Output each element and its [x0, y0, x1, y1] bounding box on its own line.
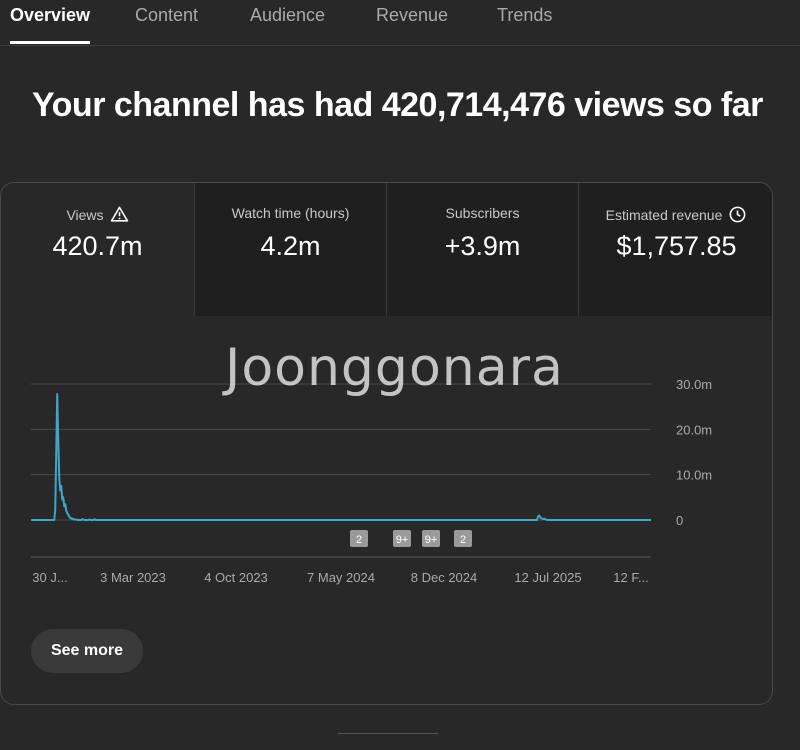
metric-label-views: Views	[66, 206, 104, 223]
warning-icon[interactable]	[110, 205, 129, 224]
event-marker-label: 9+	[396, 534, 409, 546]
event-marker-label: 2	[356, 534, 362, 546]
tab-overview[interactable]: Overview	[10, 6, 91, 44]
clock-icon[interactable]	[728, 205, 747, 224]
divider	[338, 733, 438, 734]
metric-label-revenue: Estimated revenue	[605, 206, 723, 223]
x-tick-label: 12 Jul 2025	[514, 570, 581, 585]
x-tick-label: 8 Dec 2024	[411, 570, 478, 585]
y-tick-label: 20.0m	[676, 422, 712, 437]
y-tick-label: 30.0m	[676, 377, 712, 392]
event-marker-label: 9+	[425, 534, 438, 546]
metric-label-watch-time: Watch time (hours)	[231, 205, 350, 221]
x-tick-label: 7 May 2024	[307, 570, 375, 585]
y-tick-label: 10.0m	[676, 468, 712, 483]
metric-revenue[interactable]: Estimated revenue $1,757.85	[579, 183, 772, 316]
event-marker	[350, 530, 368, 547]
metric-label-subscribers: Subscribers	[445, 205, 520, 221]
metric-value-subscribers: +3.9m	[444, 231, 521, 261]
divider	[386, 183, 387, 316]
metric-value-watch-time: 4.2m	[260, 231, 321, 261]
x-tick-label: 30 J...	[32, 570, 67, 585]
event-marker	[422, 530, 440, 547]
event-marker-label: 2	[460, 534, 466, 546]
tab-revenue[interactable]: Revenue	[376, 5, 449, 25]
event-marker	[393, 530, 411, 547]
views-series-line	[31, 392, 651, 521]
metric-views[interactable]: Views 420.7m	[1, 183, 194, 316]
page-title: Your channel has had 420,714,476 views s…	[32, 86, 763, 124]
divider	[194, 183, 195, 316]
metric-value-views: 420.7m	[52, 231, 143, 261]
analytics-card: Views 420.7m Watch time (hours) 4.2m Sub…	[0, 182, 773, 705]
x-tick-label: 12 F...	[613, 570, 648, 585]
see-more-button[interactable]: See more	[31, 629, 143, 673]
tab-bar: Overview Content Audience Revenue Trends	[0, 0, 800, 46]
event-marker	[454, 530, 472, 547]
tab-content[interactable]: Content	[135, 5, 199, 25]
metric-value-revenue: $1,757.85	[616, 231, 737, 261]
divider	[578, 183, 579, 316]
tab-trends[interactable]: Trends	[497, 5, 553, 25]
metric-watch-time[interactable]: Watch time (hours) 4.2m	[195, 183, 386, 316]
y-tick-label: 0	[676, 513, 683, 528]
tab-audience[interactable]: Audience	[250, 5, 326, 25]
x-tick-label: 4 Oct 2023	[204, 570, 268, 585]
x-tick-label: 3 Mar 2023	[100, 570, 166, 585]
metric-subscribers[interactable]: Subscribers +3.9m	[387, 183, 578, 316]
